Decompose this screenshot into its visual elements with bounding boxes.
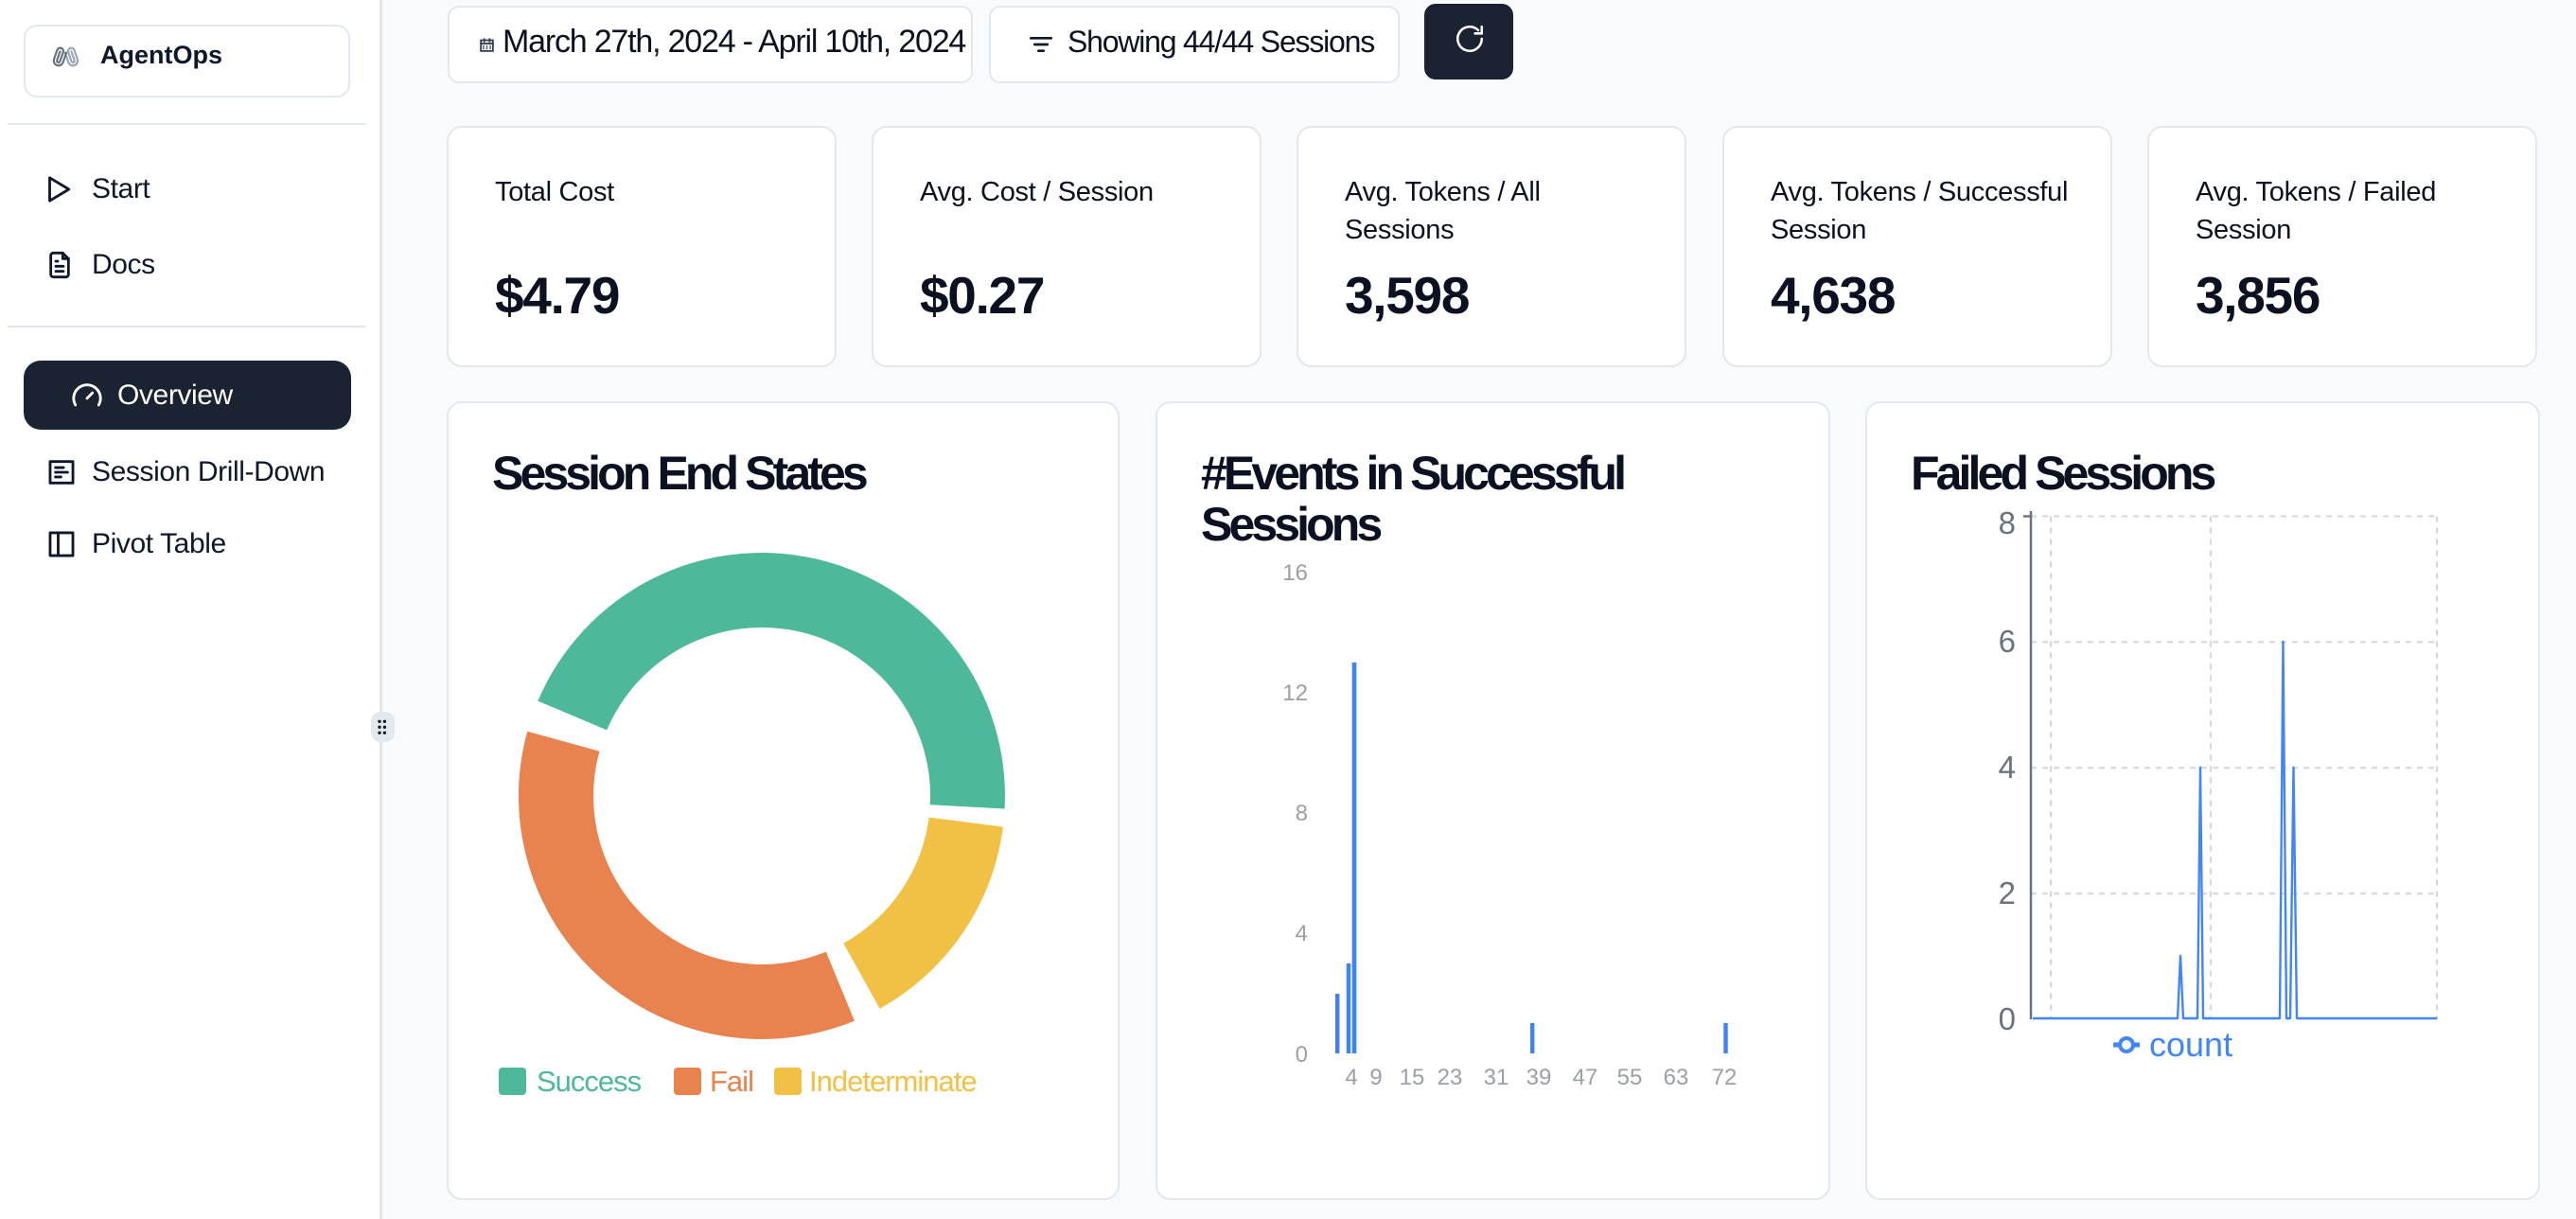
- svg-text:4: 4: [1345, 1065, 1357, 1090]
- svg-text:23: 23: [1438, 1065, 1463, 1090]
- svg-text:63: 63: [1664, 1065, 1689, 1090]
- svg-text:2: 2: [1999, 875, 2016, 910]
- svg-text:16: 16: [1282, 560, 1308, 586]
- svg-text:55: 55: [1617, 1065, 1643, 1090]
- svg-text:0: 0: [1296, 1042, 1308, 1068]
- svg-text:8: 8: [1999, 505, 2016, 540]
- svg-text:15: 15: [1400, 1065, 1425, 1090]
- svg-text:count: count: [2149, 1025, 2232, 1064]
- svg-text:72: 72: [1712, 1065, 1738, 1090]
- svg-text:4: 4: [1296, 921, 1308, 946]
- svg-text:12: 12: [1282, 680, 1308, 706]
- svg-text:39: 39: [1526, 1065, 1552, 1090]
- svg-text:0: 0: [1999, 1001, 2016, 1036]
- svg-text:47: 47: [1573, 1065, 1598, 1090]
- svg-text:8: 8: [1296, 801, 1308, 826]
- svg-text:31: 31: [1484, 1065, 1509, 1090]
- svg-text:6: 6: [1999, 624, 2016, 659]
- svg-text:9: 9: [1369, 1065, 1382, 1090]
- svg-text:4: 4: [1999, 750, 2016, 785]
